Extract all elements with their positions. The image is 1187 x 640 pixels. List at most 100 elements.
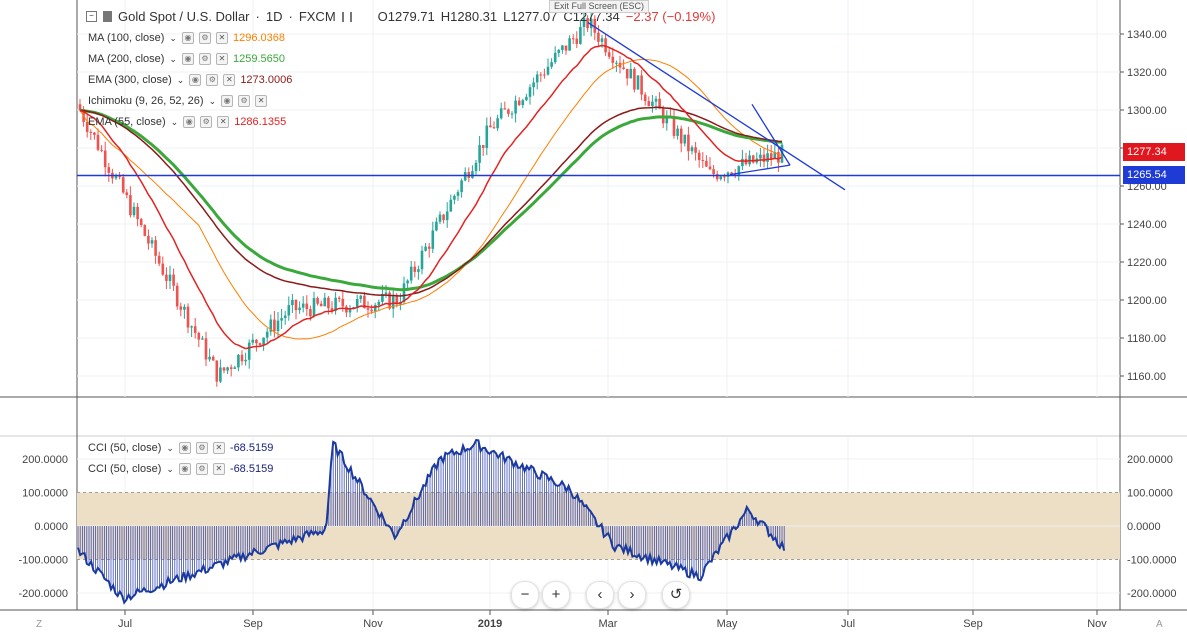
candle-body (485, 125, 489, 148)
collapse-icon[interactable]: − (86, 11, 97, 22)
close-icon[interactable]: ✕ (215, 32, 228, 44)
cci-label[interactable]: CCI (50, close) (88, 442, 162, 454)
candle-body (370, 309, 373, 312)
indicator-label[interactable]: MA (100, close) (88, 32, 165, 44)
candle-body (726, 172, 730, 177)
visibility-icon[interactable]: ◉ (181, 32, 194, 44)
candle-body (237, 354, 240, 368)
visibility-icon[interactable]: ◉ (189, 74, 202, 86)
autoscale-corner[interactable]: A (1156, 619, 1163, 630)
settings-icon[interactable]: ⚙ (200, 116, 213, 128)
indicator-label[interactable]: EMA (55, close) (88, 116, 166, 128)
settings-icon[interactable]: ⚙ (195, 442, 208, 454)
candle-body (363, 295, 366, 309)
candle-body (571, 38, 575, 40)
candle-body (442, 214, 445, 221)
visibility-icon[interactable]: ◉ (183, 116, 196, 128)
cci-label[interactable]: CCI (50, close) (88, 463, 162, 475)
candle-body (607, 52, 611, 57)
candle-body (208, 356, 211, 360)
close-icon[interactable]: ✕ (212, 463, 225, 475)
x-tick-label: 2019 (478, 618, 502, 630)
candle-body (424, 246, 427, 251)
chevron-down-icon[interactable]: ⌄ (208, 95, 217, 106)
candle-body (273, 319, 276, 332)
candle-body (93, 132, 96, 135)
candle-body (280, 318, 283, 321)
reset-chart-button[interactable]: ↺ (662, 581, 690, 609)
close-icon[interactable]: ✕ (217, 116, 230, 128)
symbol-title[interactable]: Gold Spot / U.S. Dollar (118, 9, 250, 24)
settings-icon[interactable]: ⚙ (195, 463, 208, 475)
zoom-out-button[interactable]: − (511, 581, 539, 609)
candle-body (201, 338, 204, 340)
scroll-back-button[interactable]: ‹ (586, 581, 614, 609)
candle-body (496, 118, 499, 129)
candle-body (377, 301, 381, 305)
timezone-corner[interactable]: Z (36, 619, 43, 630)
candle-body (229, 367, 233, 369)
settings-icon[interactable]: ⚙ (206, 74, 219, 86)
candle-body (161, 263, 165, 275)
chevron-down-icon[interactable]: ⌄ (176, 74, 185, 85)
zoom-in-button[interactable]: + (542, 581, 570, 609)
indicator-value: 1273.0006 (240, 74, 293, 86)
candle-body (78, 104, 82, 111)
chevron-down-icon[interactable]: ⌄ (166, 442, 174, 453)
chevron-down-icon[interactable]: ⌄ (170, 116, 179, 127)
last-price-tag: 1277.34 (1123, 143, 1185, 161)
candle-body (535, 74, 539, 83)
settings-icon[interactable]: ⚙ (238, 95, 251, 107)
x-tick-label: Sep (963, 618, 983, 630)
indicator-label[interactable]: MA (200, close) (88, 53, 165, 65)
candle-body (445, 211, 449, 221)
candle-body (543, 74, 546, 76)
y-tick-label: 1300.00 (1127, 105, 1167, 117)
candle-body (561, 45, 564, 50)
candle-body (449, 199, 453, 212)
y-tick-label: 1340.00 (1127, 29, 1167, 41)
candle-body (204, 338, 208, 360)
close-icon[interactable]: ✕ (255, 95, 268, 107)
candle-body (305, 303, 309, 310)
scroll-forward-button[interactable]: › (618, 581, 646, 609)
candle-body (215, 360, 219, 382)
candle-body (604, 38, 607, 53)
candle-body (211, 356, 215, 361)
candle-body (492, 127, 496, 129)
candle-body (665, 115, 669, 124)
candle-body (525, 96, 528, 101)
visibility-icon[interactable]: ◉ (181, 53, 194, 65)
candle-body (381, 294, 384, 302)
candle-body (481, 145, 485, 148)
close-icon[interactable]: ✕ (215, 53, 228, 65)
y-tick-label: 1260.00 (1127, 181, 1167, 193)
close-icon[interactable]: ✕ (212, 442, 225, 454)
chevron-down-icon[interactable]: ⌄ (166, 463, 174, 474)
candle-body (463, 172, 467, 181)
candle-body (417, 269, 420, 272)
visibility-icon[interactable]: ◉ (221, 95, 234, 107)
visibility-icon[interactable]: ◉ (178, 442, 191, 454)
indicator-label[interactable]: EMA (300, close) (88, 74, 172, 86)
interval[interactable]: 1D (265, 9, 283, 24)
settings-icon[interactable]: ⚙ (198, 53, 211, 65)
cci-legend-row: CCI (50, close) ⌄ ◉ ⚙ ✕ -68.5159 (88, 463, 273, 475)
candle-body (658, 98, 661, 109)
visibility-icon[interactable]: ◉ (178, 463, 191, 475)
indicator-label[interactable]: Ichimoku (9, 26, 52, 26) (88, 95, 204, 107)
chevron-down-icon[interactable]: ⌄ (169, 53, 177, 64)
candle-body (190, 326, 193, 328)
candle-body (125, 192, 129, 196)
candle-body (629, 68, 633, 79)
chevron-down-icon[interactable]: ⌄ (169, 32, 177, 43)
candle-body (103, 150, 107, 168)
cci-tick-label-right: -100.0000 (1127, 555, 1177, 567)
close-icon[interactable]: ✕ (223, 74, 236, 86)
settings-icon[interactable] (341, 11, 352, 22)
settings-icon[interactable]: ⚙ (198, 32, 211, 44)
x-tick-label: May (717, 618, 738, 630)
candle-body (413, 266, 417, 272)
y-tick-label: 1160.00 (1127, 371, 1166, 383)
